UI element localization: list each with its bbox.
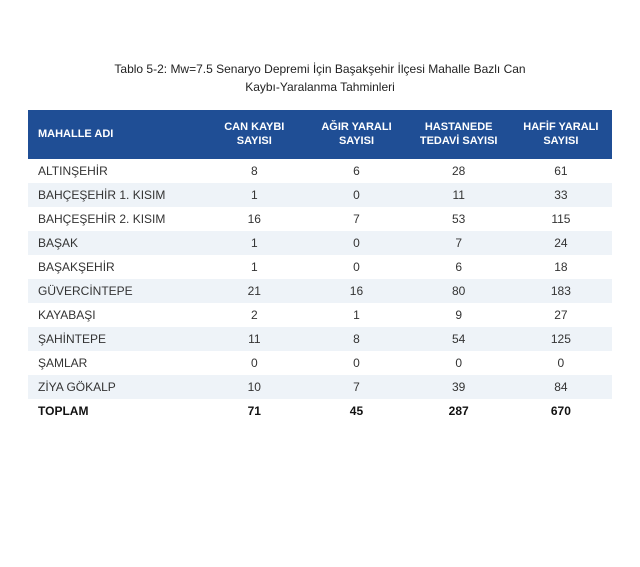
table-row: ŞAHİNTEPE 11 8 54 125 — [28, 327, 612, 351]
header-can-kaybi: CAN KAYBI SAYISI — [203, 110, 305, 159]
cell-name: ŞAHİNTEPE — [28, 327, 203, 351]
header-mahalle-adi: MAHALLE ADI — [28, 110, 203, 159]
cell-name: GÜVERCİNTEPE — [28, 279, 203, 303]
cell-value: 16 — [305, 279, 407, 303]
cell-value: 53 — [408, 207, 510, 231]
cell-name: KAYABAŞI — [28, 303, 203, 327]
cell-value: 11 — [408, 183, 510, 207]
caption-line-2: Kaybı-Yaralanma Tahminleri — [245, 80, 395, 94]
header-hafif-yarali: HAFİF YARALI SAYISI — [510, 110, 612, 159]
cell-value: 1 — [305, 303, 407, 327]
cell-value: 0 — [510, 351, 612, 375]
table-row: BAŞAK 1 0 7 24 — [28, 231, 612, 255]
cell-name: BAHÇEŞEHİR 1. KISIM — [28, 183, 203, 207]
cell-value: 10 — [203, 375, 305, 399]
cell-value: 54 — [408, 327, 510, 351]
cell-value-total: 670 — [510, 399, 612, 423]
table-row: ALTINŞEHİR 8 6 28 61 — [28, 159, 612, 183]
caption-line-1: Tablo 5-2: Mw=7.5 Senaryo Depremi İçin B… — [114, 62, 525, 76]
cell-value: 7 — [305, 207, 407, 231]
cell-name: ŞAMLAR — [28, 351, 203, 375]
cell-value: 80 — [408, 279, 510, 303]
table-header: MAHALLE ADI CAN KAYBI SAYISI AĞIR YARALI… — [28, 110, 612, 159]
cell-name: ALTINŞEHİR — [28, 159, 203, 183]
table-row-total: TOPLAM 71 45 287 670 — [28, 399, 612, 423]
cell-value-total: 287 — [408, 399, 510, 423]
cell-value: 6 — [305, 159, 407, 183]
table-body: ALTINŞEHİR 8 6 28 61 BAHÇEŞEHİR 1. KISIM… — [28, 159, 612, 423]
cell-value: 0 — [408, 351, 510, 375]
cell-name: ZİYA GÖKALP — [28, 375, 203, 399]
cell-value: 27 — [510, 303, 612, 327]
table-row: GÜVERCİNTEPE 21 16 80 183 — [28, 279, 612, 303]
cell-value: 84 — [510, 375, 612, 399]
cell-value: 61 — [510, 159, 612, 183]
cell-value: 11 — [203, 327, 305, 351]
cell-value: 1 — [203, 183, 305, 207]
cell-value: 18 — [510, 255, 612, 279]
table-caption: Tablo 5-2: Mw=7.5 Senaryo Depremi İçin B… — [28, 60, 612, 96]
cell-value: 9 — [408, 303, 510, 327]
cell-value: 7 — [305, 375, 407, 399]
cell-value: 115 — [510, 207, 612, 231]
cell-value: 8 — [305, 327, 407, 351]
cell-value: 33 — [510, 183, 612, 207]
cell-value: 0 — [305, 255, 407, 279]
cell-value: 0 — [305, 231, 407, 255]
cell-value-total: 71 — [203, 399, 305, 423]
cell-value: 39 — [408, 375, 510, 399]
cell-value: 6 — [408, 255, 510, 279]
header-agir-yarali: AĞIR YARALI SAYISI — [305, 110, 407, 159]
cell-value: 21 — [203, 279, 305, 303]
cell-value: 125 — [510, 327, 612, 351]
cell-value: 24 — [510, 231, 612, 255]
cell-value: 0 — [305, 183, 407, 207]
cell-name: BAŞAKŞEHİR — [28, 255, 203, 279]
cell-value: 0 — [203, 351, 305, 375]
table-row: BAHÇEŞEHİR 2. KISIM 16 7 53 115 — [28, 207, 612, 231]
cell-value: 0 — [305, 351, 407, 375]
cell-value: 183 — [510, 279, 612, 303]
cell-value: 2 — [203, 303, 305, 327]
cell-value: 1 — [203, 231, 305, 255]
cell-value-total: 45 — [305, 399, 407, 423]
table-row: BAŞAKŞEHİR 1 0 6 18 — [28, 255, 612, 279]
cell-value: 7 — [408, 231, 510, 255]
table-row: ŞAMLAR 0 0 0 0 — [28, 351, 612, 375]
document-page: Tablo 5-2: Mw=7.5 Senaryo Depremi İçin B… — [0, 0, 640, 463]
cell-name: BAHÇEŞEHİR 2. KISIM — [28, 207, 203, 231]
cell-name-total: TOPLAM — [28, 399, 203, 423]
table-row: KAYABAŞI 2 1 9 27 — [28, 303, 612, 327]
table-row: ZİYA GÖKALP 10 7 39 84 — [28, 375, 612, 399]
cell-value: 16 — [203, 207, 305, 231]
cell-value: 28 — [408, 159, 510, 183]
cell-value: 8 — [203, 159, 305, 183]
cell-name: BAŞAK — [28, 231, 203, 255]
cell-value: 1 — [203, 255, 305, 279]
table-row: BAHÇEŞEHİR 1. KISIM 1 0 11 33 — [28, 183, 612, 207]
header-hastanede-tedavi: HASTANEDE TEDAVİ SAYISI — [408, 110, 510, 159]
casualty-table: MAHALLE ADI CAN KAYBI SAYISI AĞIR YARALI… — [28, 110, 612, 423]
